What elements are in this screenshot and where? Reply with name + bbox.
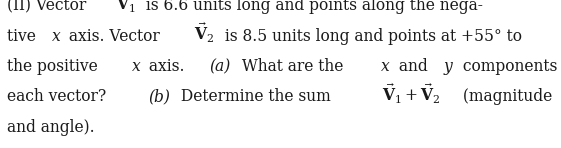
Text: What are the: What are the [237,58,348,75]
Text: and angle).: and angle). [7,119,95,136]
Text: each vector?: each vector? [7,88,116,105]
Text: and: and [394,58,432,75]
Text: $\vec{\mathbf{V}}_1$: $\vec{\mathbf{V}}_1$ [116,0,136,15]
Text: $\vec{\mathbf{V}}_2$: $\vec{\mathbf{V}}_2$ [194,21,214,45]
Text: components of: components of [458,58,561,75]
Text: $x$: $x$ [51,28,61,45]
Text: axis.: axis. [144,58,195,75]
Text: $\vec{\mathbf{V}}_1 + \vec{\mathbf{V}}_2$: $\vec{\mathbf{V}}_1 + \vec{\mathbf{V}}_2… [382,82,441,106]
Text: $y$: $y$ [443,60,455,77]
Text: tive: tive [7,28,41,45]
Text: (magnitude: (magnitude [458,88,552,105]
Text: axis. Vector: axis. Vector [65,28,165,45]
Text: is 6.6 units long and points along the nega-: is 6.6 units long and points along the n… [141,0,483,14]
Text: $x$: $x$ [131,58,141,75]
Text: (II) Vector: (II) Vector [7,0,91,14]
Text: (b): (b) [148,88,170,105]
Text: the positive: the positive [7,58,103,75]
Text: $x$: $x$ [380,58,390,75]
Text: Determine the sum: Determine the sum [176,88,336,105]
Text: (a): (a) [209,58,231,75]
Text: is 8.5 units long and points at +55° to: is 8.5 units long and points at +55° to [220,28,522,45]
